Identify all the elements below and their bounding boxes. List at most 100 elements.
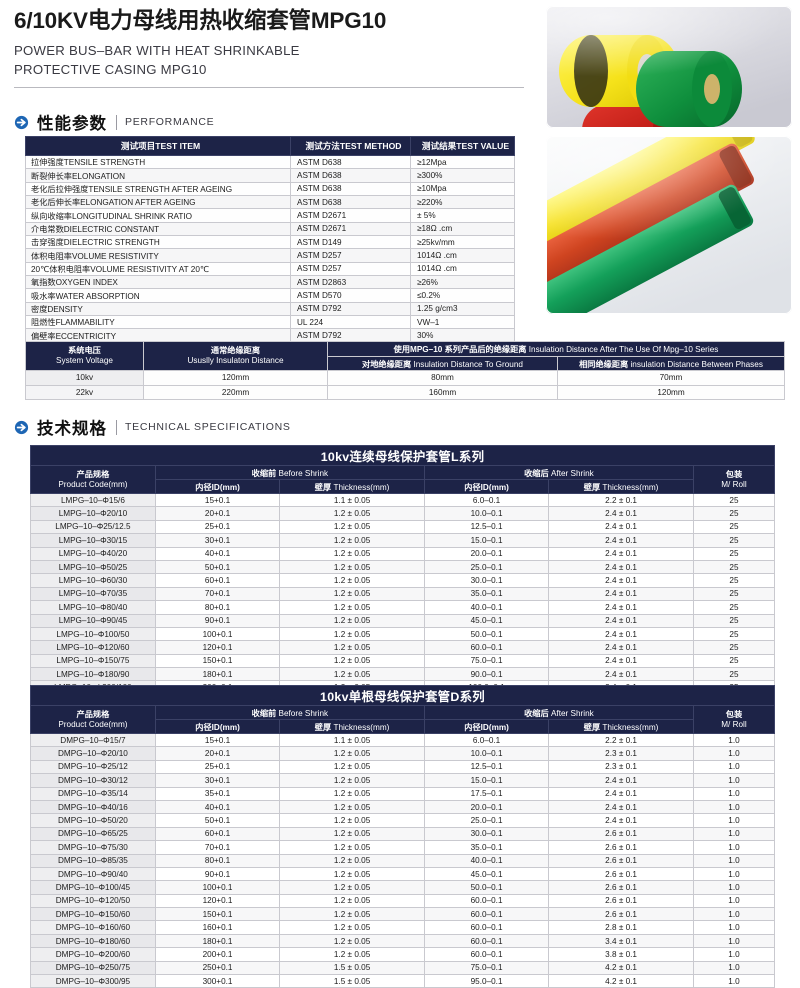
l-packing: 25 — [692, 667, 776, 682]
d-packing: 1.0 — [692, 813, 776, 828]
l-packing: 25 — [692, 626, 776, 642]
table-row: DMPG–10–Φ50/20 50+0.1 1.2 ± 0.05 25.0–0.1 2.… — [30, 813, 776, 828]
d-thickness-after: 2.6 ± 0.1 — [548, 893, 694, 909]
d-thickness-before: 1.2 ± 0.05 — [279, 786, 425, 801]
table-row: 老化后伸长率ELONGATION AFTER AGEING ASTM D638 ≥2… — [25, 195, 515, 210]
perf-test-value: ≥10Mpa — [410, 181, 515, 197]
perf-test-item: 老化后伸长率ELONGATION AFTER AGEING — [25, 195, 291, 210]
d-col-pack-cn: 包装 — [725, 709, 743, 719]
l-group-before-en: Before Shrink — [278, 468, 329, 478]
l-packing: 25 — [692, 586, 776, 602]
perf-test-method: ASTM D257 — [290, 261, 411, 277]
d-packing: 1.0 — [692, 974, 776, 988]
l-series-header-row-1: 产品规格 Product Code(mm) 收缩前 Before Shrink … — [30, 465, 776, 494]
table-row: DMPG–10–Φ85/35 80+0.1 1.2 ± 0.05 40.0–0.1 2.… — [30, 853, 776, 868]
d-thickness-after: 3.4 ± 0.1 — [548, 933, 694, 949]
perf-test-method: ASTM D638 — [290, 181, 411, 197]
d-thickness-before: 1.2 ± 0.05 — [279, 907, 425, 922]
table-row: LMPG–10–Φ90/45 90+0.1 1.2 ± 0.05 45.0–0.1 2.… — [30, 613, 776, 628]
page-title-cn: 6/10KV电力母线用热收缩套管MPG10 — [14, 8, 387, 33]
l-series-band-title: 10kv连续母线保护套管L系列 — [30, 445, 775, 466]
perf-test-method: ASTM D2863 — [290, 275, 411, 290]
l-thickness-after: 2.4 ± 0.1 — [548, 667, 694, 682]
d-id-before: 200+0.1 — [154, 947, 281, 962]
d-id-after: 25.0–0.1 — [423, 813, 550, 828]
l-id-after: 35.0–0.1 — [423, 586, 550, 602]
l-id-after: 75.0–0.1 — [423, 653, 550, 669]
table-row: DMPG–10–Φ65/25 60+0.1 1.2 ± 0.05 30.0–0.1 2.… — [30, 826, 776, 842]
l-id-after: 6.0–0.1 — [423, 492, 550, 508]
col-group-after-mpg10: 使用MPG–10 系列产品后的绝缘距离 Insulation Distance … — [327, 341, 785, 357]
table-row: 体积电阻率VOLUME RESISTIVITY ASTM D257 1014Ω .c… — [25, 248, 515, 263]
d-packing: 1.0 — [692, 799, 776, 815]
d-thickness-before: 1.5 ± 0.05 — [279, 974, 425, 988]
l-id-before: 80+0.1 — [154, 600, 281, 615]
d-thickness-after: 2.6 ± 0.1 — [548, 853, 694, 868]
d-id-after: 45.0–0.1 — [423, 866, 550, 882]
d-product-code: DMPG–10–Φ25/12 — [30, 759, 156, 775]
d-thickness-after: 2.4 ± 0.1 — [548, 786, 694, 801]
d-id-after: 10.0–0.1 — [423, 746, 550, 761]
table-row: 偏壁率ECCENTRICITY ASTM D792 30% — [25, 328, 515, 343]
d-product-code: DMPG–10–Φ250/75 — [30, 960, 156, 976]
l-product-code: LMPG–10–Φ90/45 — [30, 613, 156, 628]
d-packing: 1.0 — [692, 853, 776, 868]
l-col-th-after-cn: 壁厚 — [583, 482, 601, 492]
d-col-th-before-en: Thickness(mm) — [333, 722, 390, 732]
ins-system-voltage: 10kv — [25, 370, 144, 386]
d-col-group-before-shrink: 收缩前 Before Shrink — [154, 705, 425, 720]
perf-test-method: ASTM D638 — [290, 168, 411, 183]
table-row: LMPG–10–Φ50/25 50+0.1 1.2 ± 0.05 25.0–0.1 2.… — [30, 559, 776, 575]
d-id-before: 30+0.1 — [154, 773, 281, 788]
product-photo-sheets — [546, 136, 792, 314]
d-product-code: DMPG–10–Φ160/60 — [30, 920, 156, 935]
d-id-after: 15.0–0.1 — [423, 773, 550, 788]
d-thickness-before: 1.2 ± 0.05 — [279, 853, 425, 868]
l-thickness-after: 2.4 ± 0.1 — [548, 533, 694, 548]
table-row: DMPG–10–Φ35/14 35+0.1 1.2 ± 0.05 17.5–0.1 2.… — [30, 786, 776, 801]
l-thickness-before: 1.2 ± 0.05 — [279, 613, 425, 628]
d-id-after: 60.0–0.1 — [423, 907, 550, 922]
perf-test-value: 30% — [410, 328, 515, 343]
l-thickness-after: 2.4 ± 0.1 — [548, 586, 694, 602]
perf-test-value: ≥220% — [410, 195, 515, 210]
table-row: DMPG–10–Φ75/30 70+0.1 1.2 ± 0.05 35.0–0.1 2.… — [30, 840, 776, 855]
l-col-pack-cn: 包装 — [725, 469, 743, 479]
d-id-before: 15+0.1 — [154, 732, 281, 748]
d-id-after: 35.0–0.1 — [423, 840, 550, 855]
perf-test-method: ASTM D792 — [290, 301, 411, 317]
d-col-product-code: 产品规格 Product Code(mm) — [30, 705, 156, 734]
table-row: 吸水率WATER ABSORPTION ASTM D570 ≤0.2% — [25, 288, 515, 303]
d-thickness-before: 1.5 ± 0.05 — [279, 960, 425, 976]
d-id-before: 100+0.1 — [154, 880, 281, 895]
d-id-before: 40+0.1 — [154, 799, 281, 815]
col-test-value: 测试结果TEST VALUE — [410, 136, 515, 156]
l-id-before: 20+0.1 — [154, 506, 281, 521]
ins-usual-distance: 220mm — [143, 384, 328, 400]
l-packing: 25 — [692, 653, 776, 669]
d-packing: 1.0 — [692, 933, 776, 949]
header-divider — [14, 87, 524, 89]
l-col-product-code: 产品规格 Product Code(mm) — [30, 465, 156, 494]
d-id-before: 25+0.1 — [154, 759, 281, 775]
table-row: LMPG–10–Φ20/10 20+0.1 1.2 ± 0.05 10.0–0.1 2.… — [30, 506, 776, 521]
ins-usual-distance: 120mm — [143, 370, 328, 386]
l-id-after: 90.0–0.1 — [423, 667, 550, 682]
l-group-after-en: After Shrink — [550, 468, 594, 478]
ins-distance-between-phases: 120mm — [557, 384, 785, 400]
d-product-code: DMPG–10–Φ65/25 — [30, 826, 156, 842]
l-thickness-before: 1.1 ± 0.05 — [279, 492, 425, 508]
sheets-illustration — [546, 136, 792, 314]
l-product-code: LMPG–10–Φ15/6 — [30, 492, 156, 508]
d-packing: 1.0 — [692, 893, 776, 909]
perf-test-item: 击穿强度DIELECTRIC STRENGTH — [25, 235, 291, 250]
perf-test-item: 拉伸强度TENSILE STRENGTH — [25, 154, 291, 170]
l-thickness-before: 1.2 ± 0.05 — [279, 586, 425, 602]
d-thickness-before: 1.2 ± 0.05 — [279, 866, 425, 882]
perf-test-method: ASTM D2671 — [290, 221, 411, 237]
d-col-pack-en: M/ Roll — [721, 719, 747, 729]
l-thickness-before: 1.2 ± 0.05 — [279, 600, 425, 615]
table-row: LMPG–10–Φ120/60 120+0.1 1.2 ± 0.05 60.0–0.1… — [30, 640, 776, 655]
d-thickness-after: 2.4 ± 0.1 — [548, 799, 694, 815]
d-thickness-after: 2.8 ± 0.1 — [548, 920, 694, 935]
